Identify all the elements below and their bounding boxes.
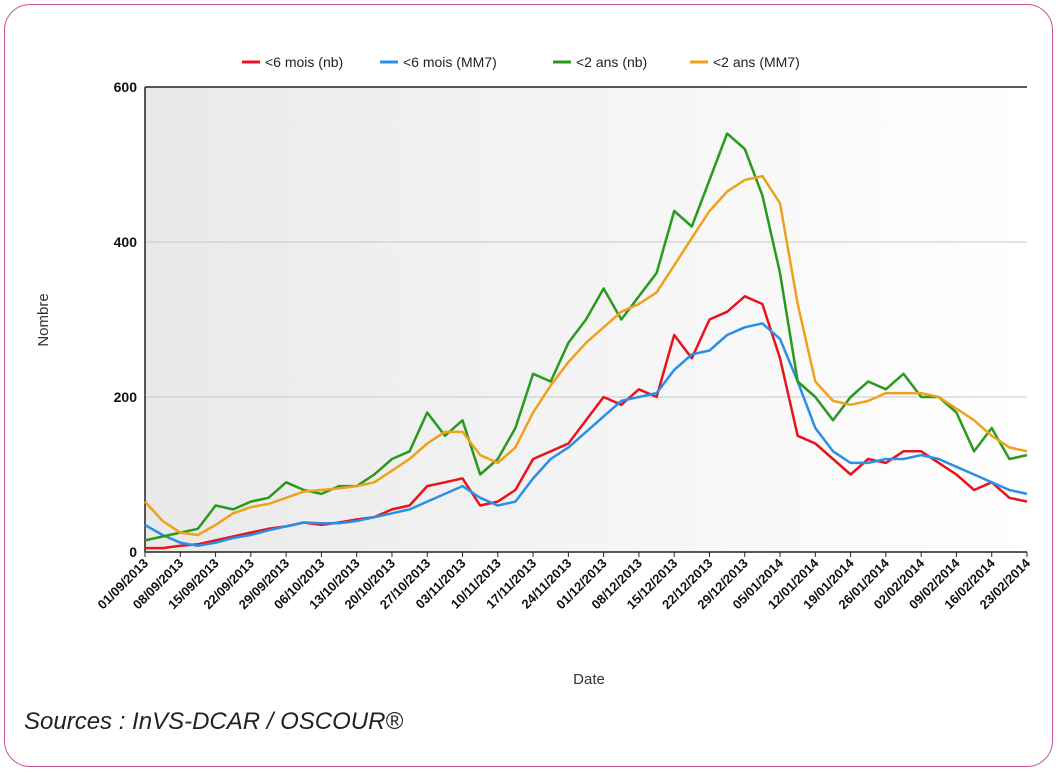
legend-label: <2 ans (nb) bbox=[576, 54, 647, 70]
y-tick-label: 200 bbox=[114, 389, 138, 405]
series-line bbox=[144, 322, 1028, 548]
y-axis-label: Nombre bbox=[35, 293, 52, 346]
x-axis-label: Date bbox=[573, 671, 605, 688]
legend-label: <6 mois (MM7) bbox=[403, 54, 497, 70]
series-line bbox=[144, 174, 1028, 537]
y-tick-label: 400 bbox=[114, 234, 138, 250]
y-tick-label: 0 bbox=[129, 544, 137, 560]
legend-label: <6 mois (nb) bbox=[265, 54, 343, 70]
series-line bbox=[144, 132, 1028, 542]
y-tick-label: 600 bbox=[114, 79, 138, 95]
source-note: Sources : InVS-DCAR / OSCOUR® bbox=[24, 708, 404, 735]
legend-label: <2 ans (MM7) bbox=[713, 54, 800, 70]
frame bbox=[4, 4, 1053, 767]
